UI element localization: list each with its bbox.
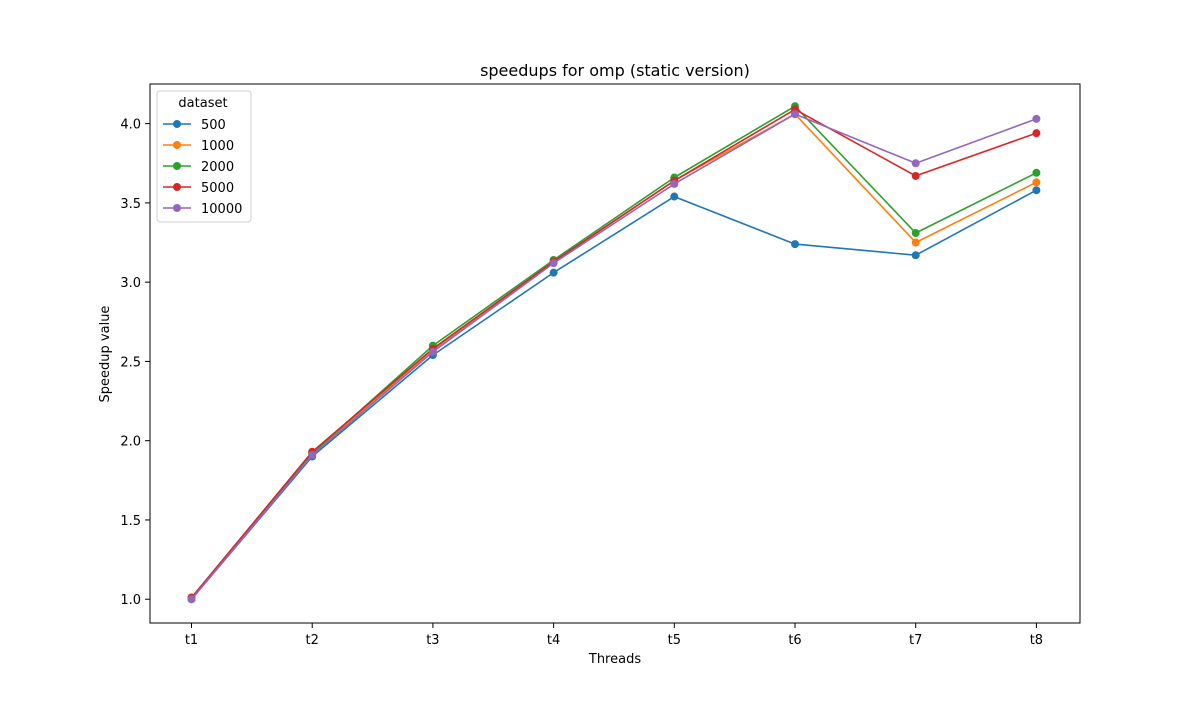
legend-title: dataset <box>178 96 227 111</box>
x-tick-label: t8 <box>1030 633 1043 648</box>
chart-title: speedups for omp (static version) <box>480 61 750 80</box>
legend-marker <box>173 204 181 212</box>
legend-item: 2000 <box>163 160 234 175</box>
series-1000 <box>187 110 1041 604</box>
x-axis-label: Threads <box>588 652 641 667</box>
series-500 <box>187 186 1041 604</box>
legend-item: 1000 <box>163 139 234 154</box>
data-point <box>911 238 920 247</box>
x-tick-label: t6 <box>788 633 801 648</box>
legend-item: 500 <box>163 118 226 133</box>
y-tick-label: 1.5 <box>120 514 141 529</box>
legend-label: 1000 <box>201 139 234 154</box>
data-point <box>549 268 558 277</box>
x-tick-label: t7 <box>909 633 922 648</box>
legend-label: 500 <box>201 118 226 133</box>
legend-label: 5000 <box>201 181 234 196</box>
data-point <box>911 229 920 238</box>
series-10000 <box>187 110 1041 604</box>
series-line <box>190 189 1037 600</box>
data-point <box>1032 114 1041 123</box>
legend-item: 5000 <box>163 181 234 196</box>
series-5000 <box>187 105 1041 602</box>
legend-item: 10000 <box>163 202 242 217</box>
data-point <box>187 595 196 604</box>
data-point <box>670 192 679 201</box>
legend-marker <box>173 183 181 191</box>
data-point <box>670 179 679 188</box>
data-point <box>1032 186 1041 195</box>
legend-marker <box>173 141 181 149</box>
data-point <box>1032 129 1041 138</box>
data-point <box>549 259 558 268</box>
series-line <box>190 108 1037 599</box>
y-axis-label: Speedup value <box>98 306 113 403</box>
x-tick-label: t4 <box>547 633 560 648</box>
legend-label: 10000 <box>201 202 242 217</box>
y-tick-label: 4.0 <box>120 118 141 133</box>
x-tick-label: t3 <box>426 633 439 648</box>
plot-area: t1 t2 t3 t4 t5 t6 t7 t8 1.0 1.5 2.0 2.5 3.0 3.5 4.0 <box>120 83 1081 648</box>
data-point <box>911 251 920 260</box>
data-point <box>791 240 799 249</box>
x-tick-label: t1 <box>185 633 198 648</box>
series-line <box>190 113 1037 600</box>
series-line <box>190 113 1037 600</box>
data-point <box>791 110 799 119</box>
data-point <box>1032 168 1041 177</box>
y-tick-label: 1.0 <box>120 593 141 608</box>
y-tick-label: 2.0 <box>120 435 141 450</box>
legend-marker <box>173 162 181 170</box>
legend: dataset 500 1000 2000 5000 10000 <box>156 90 252 223</box>
series-line <box>190 105 1037 599</box>
x-tick-label: t2 <box>306 633 319 648</box>
y-tick-label: 2.5 <box>120 355 141 370</box>
legend-marker <box>173 120 181 128</box>
y-tick-label: 3.0 <box>120 276 141 291</box>
y-tick-label: 3.5 <box>120 197 141 212</box>
data-point <box>428 347 437 356</box>
x-tick-label: t5 <box>668 633 681 648</box>
data-point <box>911 159 920 168</box>
data-point <box>308 450 317 459</box>
data-point <box>911 171 920 180</box>
data-point <box>1032 178 1041 187</box>
legend-label: 2000 <box>201 160 234 175</box>
plot-frame <box>149 83 1081 624</box>
